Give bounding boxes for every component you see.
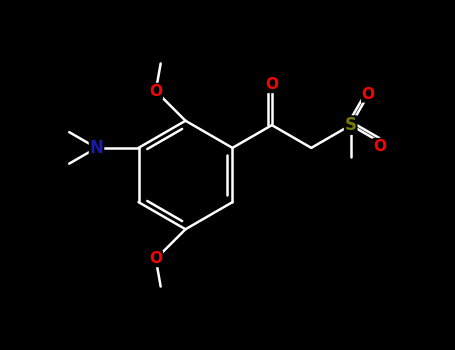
Text: O: O xyxy=(149,84,162,99)
Text: O: O xyxy=(362,87,375,102)
Text: O: O xyxy=(373,139,386,154)
Text: N: N xyxy=(90,139,103,157)
Text: O: O xyxy=(265,77,278,92)
Text: O: O xyxy=(149,251,162,266)
Text: S: S xyxy=(345,116,357,134)
